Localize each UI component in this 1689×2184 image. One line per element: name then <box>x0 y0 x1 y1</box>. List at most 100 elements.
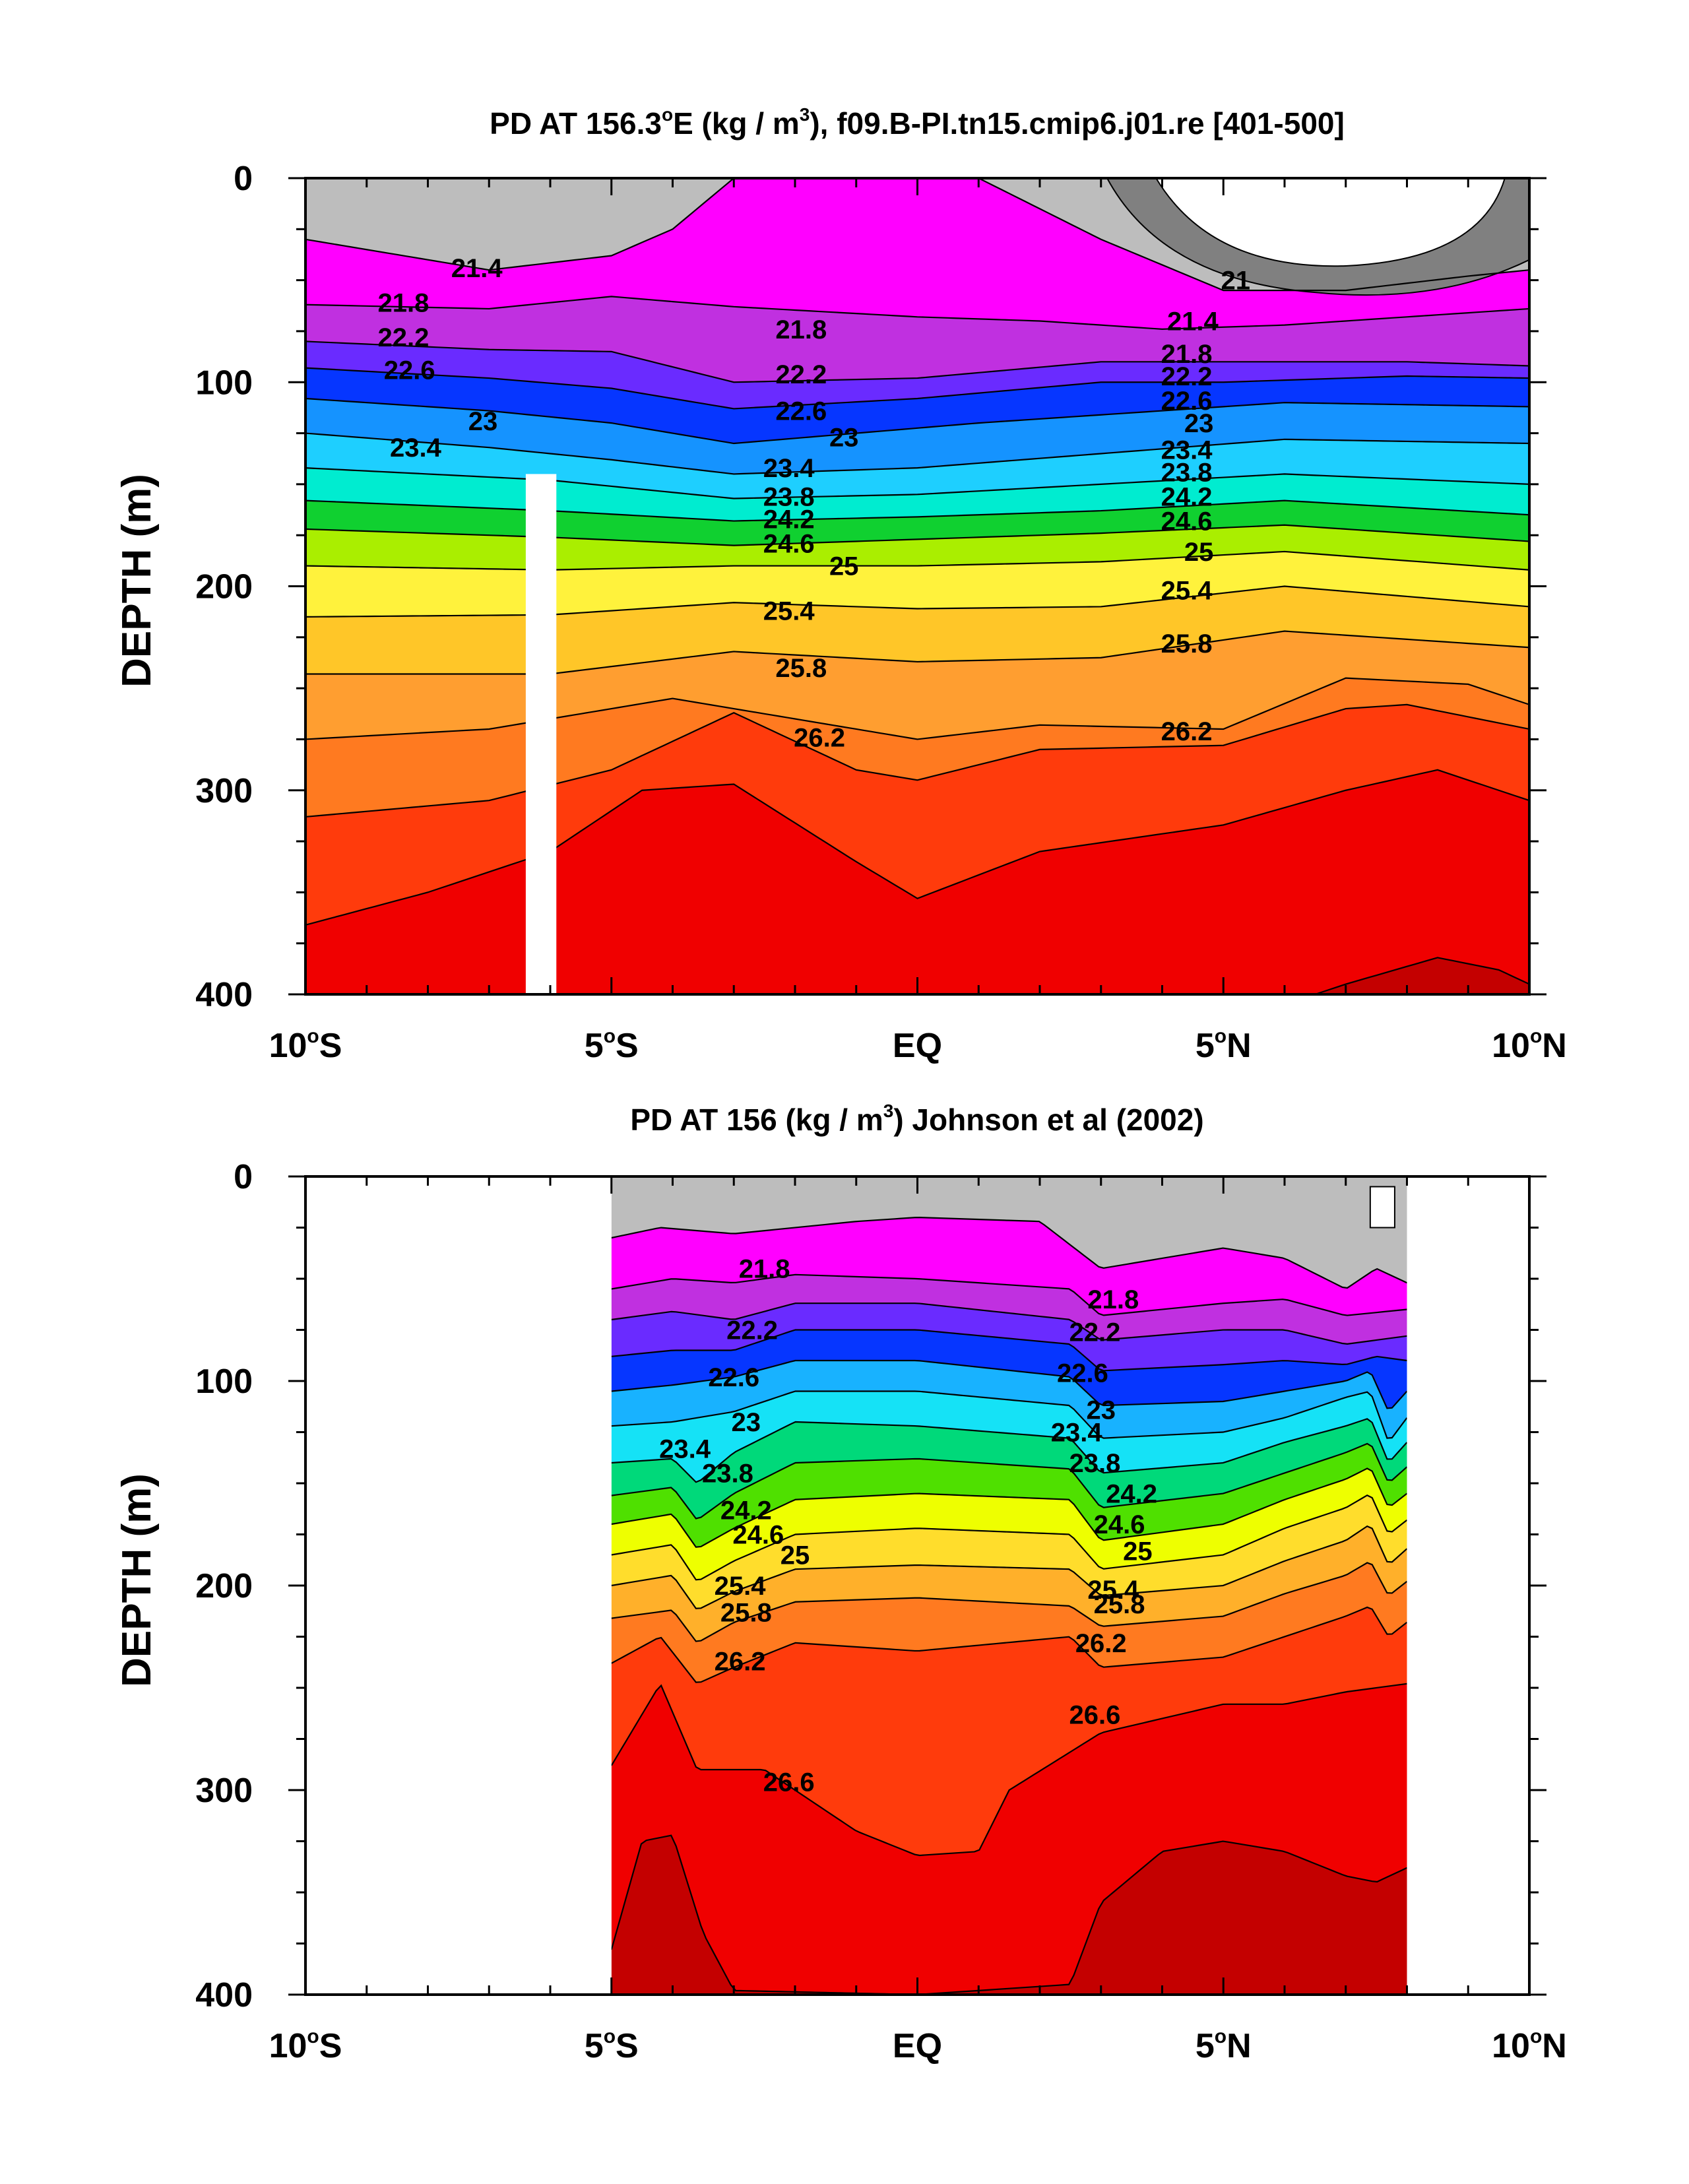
panel1-contour-label: 21.4 <box>1167 307 1219 336</box>
panel1-isopycnal-line <box>305 367 1529 410</box>
panel2-contour-label: 26.2 <box>715 1648 766 1677</box>
panel2-x-tick-label: EQ <box>893 2027 942 2065</box>
panel1-contour-label: 25.8 <box>775 654 827 683</box>
panel2-density-band <box>611 1443 1407 1547</box>
panel2-density-band <box>611 1217 1407 1316</box>
panel2-y-tick-label: 300 <box>195 1772 253 1810</box>
panel1-contour-label: 23.4 <box>763 454 815 483</box>
panel1-x-tick-label: 5oS <box>585 1025 639 1065</box>
panel1-density-band <box>305 586 1529 674</box>
panel2-x-tick-label: 10oS <box>269 2026 342 2065</box>
panel1-contour-label: 23.4 <box>1161 435 1213 465</box>
panel1-contour-label: 26.2 <box>794 723 845 752</box>
panel2-contour-label: 26.2 <box>1075 1629 1127 1658</box>
panel2-contour-label: 22.6 <box>708 1363 759 1392</box>
panel2-contour-label: 21.8 <box>1087 1285 1139 1314</box>
panel1-contour-label: 23 <box>829 424 859 453</box>
panel1-isopycnal-line <box>305 397 1529 445</box>
panel1-isopycnal-line <box>305 178 1529 292</box>
panel1-contour-label: 23.4 <box>390 434 442 463</box>
panel2-isopycnal-line <box>611 1442 1408 1520</box>
panel2-density-band <box>611 1683 1407 1995</box>
panel2-no-data-region <box>305 1176 612 1995</box>
panel2-isopycnal-line <box>611 1302 1407 1345</box>
panel1-density-band <box>305 704 1529 925</box>
panel2-contour-label: 24.6 <box>1094 1510 1145 1539</box>
panel2-contour-label: 23.4 <box>659 1434 711 1463</box>
panel1-contour-label: 21.4 <box>451 254 503 283</box>
panel1-contour-label: 21.8 <box>775 315 827 344</box>
panel1-density-band <box>305 678 1529 817</box>
panel1-contour-label: 25.4 <box>763 597 815 626</box>
panel1-density-band <box>305 525 1529 570</box>
panel1-x-tick-label: 5oN <box>1195 1025 1252 1065</box>
panel1-contour-label: 26.2 <box>1161 717 1213 746</box>
panel2-density-band <box>611 1419 1407 1519</box>
panel2-density-band <box>611 1391 1407 1483</box>
panel1-y-axis-label: DEPTH (m) <box>114 474 160 688</box>
panel1-contour-label: 24.6 <box>1161 507 1213 536</box>
panel2-density-band <box>611 1495 1407 1609</box>
panel1-contour-label: 21.8 <box>377 289 429 318</box>
panel2-density-band <box>611 1176 1407 1288</box>
panel1-y-tick-label: 400 <box>195 976 253 1014</box>
panel1-x-tick-label: EQ <box>893 1027 942 1065</box>
panel1-isopycnal-line <box>305 585 1529 618</box>
panel1-isopycnal-line <box>305 630 1529 675</box>
panel2-contour-label: 26.6 <box>763 1768 815 1797</box>
panel1-density-band <box>1315 957 1529 994</box>
panel2-contour-label: 23.8 <box>702 1460 753 1489</box>
panel2-isopycnal-line <box>611 1217 1407 1289</box>
panel1-y-tick-label: 200 <box>195 568 253 606</box>
panel1-contour-label: 21.8 <box>1161 340 1213 369</box>
panel2-x-tick-label: 10oN <box>1492 2026 1567 2065</box>
panel2-contour-label: 25.4 <box>715 1572 767 1601</box>
panel1-density-band <box>305 296 1529 383</box>
panel2-isopycnal-line <box>610 1834 1407 1995</box>
panel2-isopycnal-line <box>611 1329 1407 1372</box>
panel2-isopycnal-line <box>611 1494 1408 1581</box>
panel2-no-data-region <box>1407 1176 1529 1995</box>
panel1-isopycnal-line <box>305 467 1529 499</box>
panel1-y-tick-label: 0 <box>234 160 253 198</box>
panel2-isopycnal-line <box>611 1273 1407 1316</box>
panel1-density-band <box>305 769 1529 994</box>
panel2-isopycnal-line <box>611 1525 1408 1609</box>
panel2-y-tick-label: 400 <box>195 1976 253 2014</box>
panel1-contour-label: 24.6 <box>763 530 815 559</box>
panel1-density-band <box>305 398 1529 474</box>
panel2-density-band <box>611 1607 1407 1855</box>
panel2-contour-label: 22.2 <box>1069 1318 1121 1347</box>
panel2-density-band <box>611 1303 1407 1371</box>
panel1-isopycnal-line <box>305 524 1529 546</box>
panel2-density-band <box>611 1562 1407 1683</box>
panel1-contour-label: 22.2 <box>377 323 429 352</box>
panel1-contour-label: 21 <box>1221 267 1251 296</box>
panel2-contour-label: 25 <box>1123 1537 1153 1566</box>
panel2-y-tick-label: 100 <box>195 1363 253 1401</box>
panel2-isopycnal-line <box>611 1390 1408 1439</box>
panel2-contour-label: 22.6 <box>1057 1359 1108 1388</box>
panel1-contour-label: 25.8 <box>1161 629 1213 658</box>
panel2-density-band <box>611 1526 1407 1642</box>
panel1-density-band <box>305 341 1529 409</box>
panel1-contour-label: 23.8 <box>1161 458 1213 487</box>
panel1-x-tick-label: 10oS <box>269 1025 342 1065</box>
panel2-title: PD AT 156 (kg / m3) Johnson et al (2002) <box>630 1101 1203 1137</box>
panel2-contour-label: 25.8 <box>1094 1590 1145 1619</box>
panel1-contour-label: 22.6 <box>775 397 827 426</box>
panel1-x-tick-label: 10oN <box>1492 1025 1567 1065</box>
panel1-contour-label: 24.2 <box>1161 482 1213 511</box>
panel2-contour-label: 23.4 <box>1051 1419 1103 1448</box>
panel2-contour-label: 23 <box>1087 1396 1116 1425</box>
panel1-contour-label: 24.2 <box>763 505 815 534</box>
panel2-contour-label: 25.8 <box>720 1598 772 1627</box>
panel1-contour-label: 23 <box>468 407 498 436</box>
panel1-density-band <box>305 178 1529 329</box>
panel2-contour-label: 23.8 <box>1069 1449 1121 1478</box>
panel2-y-tick-label: 0 <box>234 1158 253 1196</box>
panel1-isopycnal-line <box>305 296 1529 330</box>
panel1-isopycnal-line <box>305 703 1529 818</box>
panel2-contour-label: 25.4 <box>1087 1576 1139 1605</box>
panel1-density-band <box>305 368 1529 444</box>
